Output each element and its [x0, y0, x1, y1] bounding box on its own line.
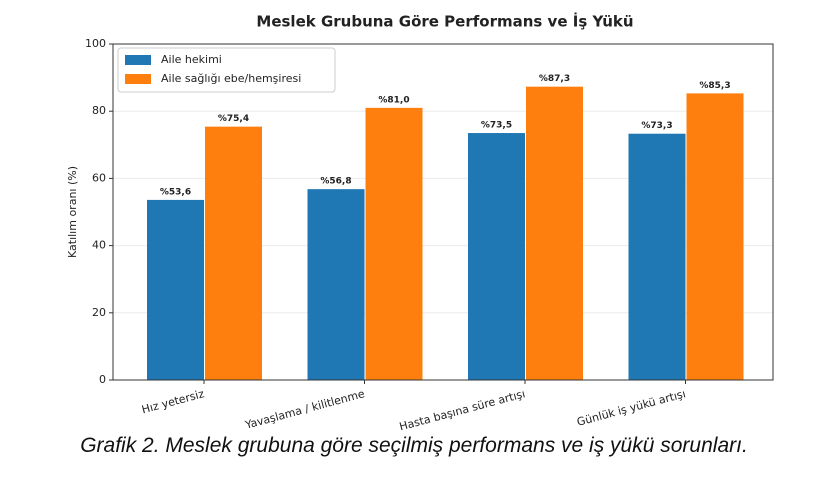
- value-label: %53,6: [160, 187, 191, 197]
- bar: [147, 199, 204, 380]
- bar: [307, 189, 365, 380]
- legend-swatch: [125, 55, 151, 65]
- y-tick-label: 100: [85, 37, 106, 50]
- value-label: %85,3: [699, 81, 730, 91]
- x-tick-label: Hasta başına süre artışı: [398, 387, 527, 430]
- value-label: %73,5: [481, 121, 512, 131]
- value-label: %73,3: [641, 121, 672, 131]
- y-tick-label: 40: [92, 239, 106, 252]
- x-tick-label: Günlük iş yükü artışı: [575, 387, 687, 429]
- legend: Aile hekimi Aile sağlığı ebe/hemşiresi: [117, 47, 336, 93]
- x-tick-label: Hız yetersiz: [140, 387, 205, 416]
- caption: Grafik 2. Meslek grubuna göre seçilmiş p…: [80, 434, 748, 457]
- bar: [628, 133, 686, 380]
- bar: [526, 86, 583, 380]
- y-tick-label: 0: [99, 373, 106, 386]
- legend-label: Aile sağlığı ebe/hemşiresi: [161, 72, 301, 85]
- legend-box: [117, 47, 336, 93]
- value-label: %87,3: [539, 74, 570, 84]
- bar: [365, 107, 423, 380]
- value-label: %75,4: [218, 114, 249, 124]
- plot-frame: [112, 43, 774, 381]
- chart: Meslek Grubuna Göre Performans ve İş Yük…: [66, 12, 774, 430]
- bar: [686, 93, 744, 380]
- y-axis-label: Katılım oranı (%): [66, 166, 79, 258]
- chart-title: Meslek Grubuna Göre Performans ve İş Yük…: [256, 12, 633, 31]
- y-tick-label: 60: [92, 171, 106, 184]
- bar: [468, 133, 525, 380]
- legend-swatch: [125, 74, 151, 84]
- value-label: %56,8: [320, 177, 351, 187]
- y-tick-label: 80: [92, 104, 106, 117]
- bar: [205, 126, 262, 380]
- x-tick-label: Yavaşlama / kilitlenme: [243, 387, 366, 430]
- legend-label: Aile hekimi: [161, 53, 222, 66]
- y-tick-label: 20: [92, 306, 106, 319]
- value-label: %81,0: [378, 95, 409, 105]
